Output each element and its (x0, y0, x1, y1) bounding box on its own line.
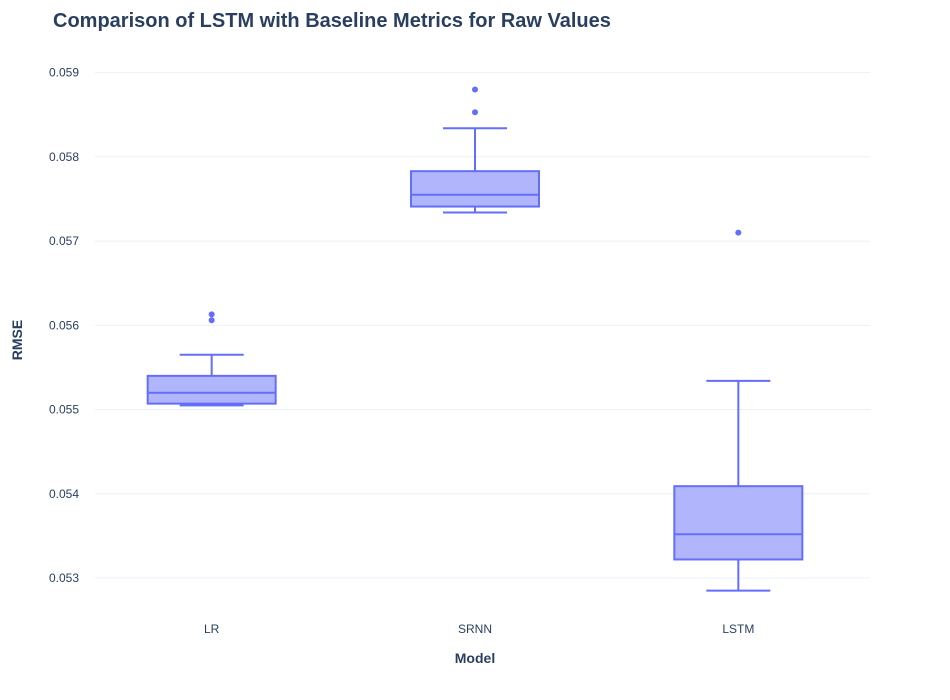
box-lstm (673, 229, 804, 592)
y-tick-label: 0.058 (49, 150, 79, 164)
iqr-box (146, 374, 277, 405)
outlier-point (208, 311, 215, 318)
x-tick-label: LSTM (722, 622, 754, 636)
chart-title: Comparison of LSTM with Baseline Metrics… (53, 10, 611, 32)
x-tick-label: SRNN (458, 622, 492, 636)
outlier-point (208, 317, 215, 324)
y-tick-label: 0.056 (49, 318, 79, 332)
outlier-point (472, 109, 478, 116)
grid-lines (95, 72, 870, 579)
y-tick-label: 0.055 (49, 403, 79, 417)
iqr-box (410, 170, 540, 208)
y-tick-label: 0.057 (49, 234, 79, 248)
box-srnn (410, 86, 540, 214)
x-axis-title: Model (455, 650, 495, 666)
iqr-box (673, 485, 804, 561)
y-axis-ticks: 0.053 0.054 0.055 0.056 0.057 0.058 0.059 (49, 66, 79, 585)
box-lr (146, 311, 277, 407)
y-axis-title: RMSE (9, 320, 25, 360)
outlier-point (735, 229, 742, 236)
boxes (146, 86, 804, 592)
y-tick-label: 0.059 (49, 66, 79, 80)
y-tick-label: 0.054 (49, 487, 79, 501)
x-axis-ticks: LR SRNN LSTM (204, 622, 754, 636)
x-tick-label: LR (204, 622, 220, 636)
y-tick-label: 0.053 (49, 571, 79, 585)
outlier-point (472, 86, 478, 93)
